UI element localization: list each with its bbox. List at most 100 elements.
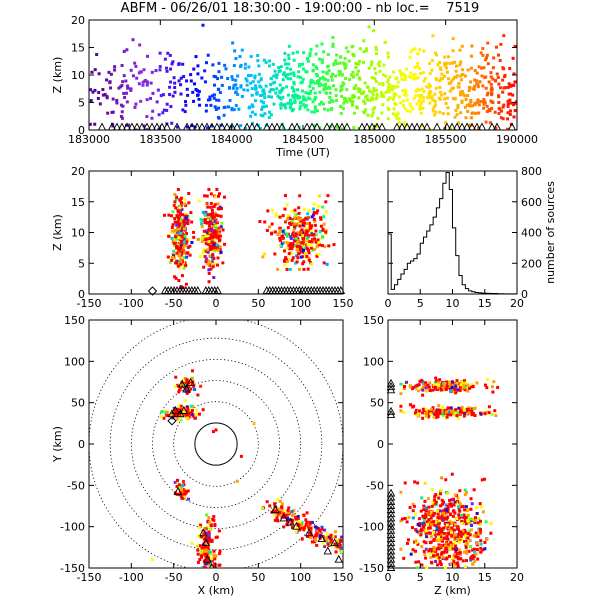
source-point [203,213,207,217]
ground-station-marker [386,378,396,387]
source-point [179,418,183,422]
source-point [405,520,409,524]
source-point [468,85,472,89]
source-point [212,83,216,87]
source-point [379,91,383,95]
source-point [270,231,274,235]
source-point [286,512,290,516]
source-point [450,385,454,389]
source-point [362,50,366,54]
source-point [508,67,512,71]
source-point [271,62,275,66]
source-point [286,77,290,81]
ground-station-marker [372,122,382,131]
source-point [231,41,235,45]
y-tick-label: 400 [521,227,542,240]
source-point [445,556,449,560]
source-point [468,408,472,412]
source-point [428,521,432,525]
source-point [209,217,213,221]
station-marker [182,384,191,393]
source-point [298,248,302,252]
source-point [439,504,443,508]
source-point [422,90,426,94]
source-point [506,99,510,103]
source-point [179,262,183,266]
source-point [210,211,214,215]
source-point [172,409,176,413]
source-point [459,60,463,64]
source-point [186,407,190,411]
source-point [436,515,440,519]
source-point [376,116,380,120]
source-point [432,548,436,552]
y-tick-label: -150 [60,562,85,575]
source-point [209,235,213,239]
source-point [174,197,178,201]
source-point [211,63,215,67]
source-point [433,103,437,107]
source-point [124,91,128,95]
source-point [105,96,109,100]
source-point [446,106,450,110]
source-point [414,528,418,532]
source-point [217,230,221,234]
source-point [205,194,209,198]
source-point [214,226,218,230]
source-point [326,53,330,57]
source-point [274,214,278,218]
source-point [214,224,218,228]
source-point [477,532,481,536]
source-point [436,380,440,384]
ground-station-marker [187,122,197,131]
source-point [324,229,328,233]
source-point [334,94,338,98]
source-point [202,547,206,551]
source-point [449,504,453,508]
source-point [275,212,279,216]
source-point [322,84,326,88]
y-axis-label: Z (km) [51,214,64,251]
source-point [247,106,251,110]
source-point [479,550,483,554]
source-point [435,379,439,383]
source-point [362,99,366,103]
source-point [489,522,493,526]
source-point [386,78,390,82]
source-point [173,480,177,484]
source-point [260,93,264,97]
source-point [185,384,189,388]
source-point [434,520,438,524]
source-point [392,85,396,89]
source-point [304,231,308,235]
source-point [344,46,348,50]
source-point [210,124,214,128]
source-point [224,67,228,71]
source-point [329,541,333,545]
source-point [442,526,446,530]
source-point [347,59,351,63]
ground-station-marker [407,122,417,131]
source-point [190,240,194,244]
source-point [210,222,214,226]
source-point [371,93,375,97]
source-point [345,547,348,550]
source-point [280,234,284,238]
source-point [313,81,317,85]
source-point [216,248,220,252]
source-point [269,77,273,81]
source-point [177,405,181,409]
source-point [246,88,250,92]
source-point [233,49,237,53]
source-point [185,87,189,91]
histogram-bar [440,199,443,294]
source-point [320,42,324,46]
source-point [419,111,423,115]
source-point [287,215,291,219]
source-point [207,558,211,562]
source-point [205,553,209,557]
source-point [464,559,468,563]
source-point [469,80,473,84]
source-point [315,245,319,249]
source-point [420,93,424,97]
